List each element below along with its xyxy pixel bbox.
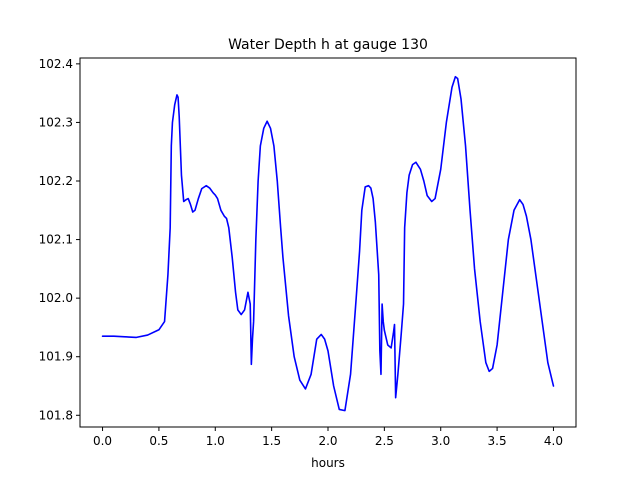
y-tick-label: 102.3 [39,115,73,129]
x-tick-label: 2.0 [318,434,337,448]
y-tick-label: 101.9 [39,350,73,364]
x-axis-ticks: 0.0 0.5 1.0 1.5 2.0 2.5 3.0 3.5 4.0 [93,427,563,448]
y-tick-label: 102.0 [39,291,73,305]
x-tick-label: 2.5 [375,434,394,448]
x-tick-label: 0.0 [93,434,112,448]
y-tick-label: 102.4 [39,57,73,71]
x-tick-label: 1.5 [262,434,281,448]
x-tick-label: 4.0 [544,434,563,448]
chart-title: Water Depth h at gauge 130 [228,37,428,53]
x-tick-label: 0.5 [149,434,168,448]
x-axis-label: hours [311,456,345,470]
y-tick-label: 102.1 [39,233,73,247]
x-tick-label: 1.0 [206,434,225,448]
axes-frame [79,57,577,428]
y-tick-label: 101.8 [39,408,73,422]
plot-area [101,75,555,412]
x-tick-label: 3.0 [431,434,450,448]
series-line-0 [101,75,555,412]
y-axis-ticks: 101.8 101.9 102.0 102.1 102.2 102.3 102.4 [39,57,80,422]
y-tick-label: 102.2 [39,174,73,188]
x-tick-label: 3.5 [488,434,507,448]
